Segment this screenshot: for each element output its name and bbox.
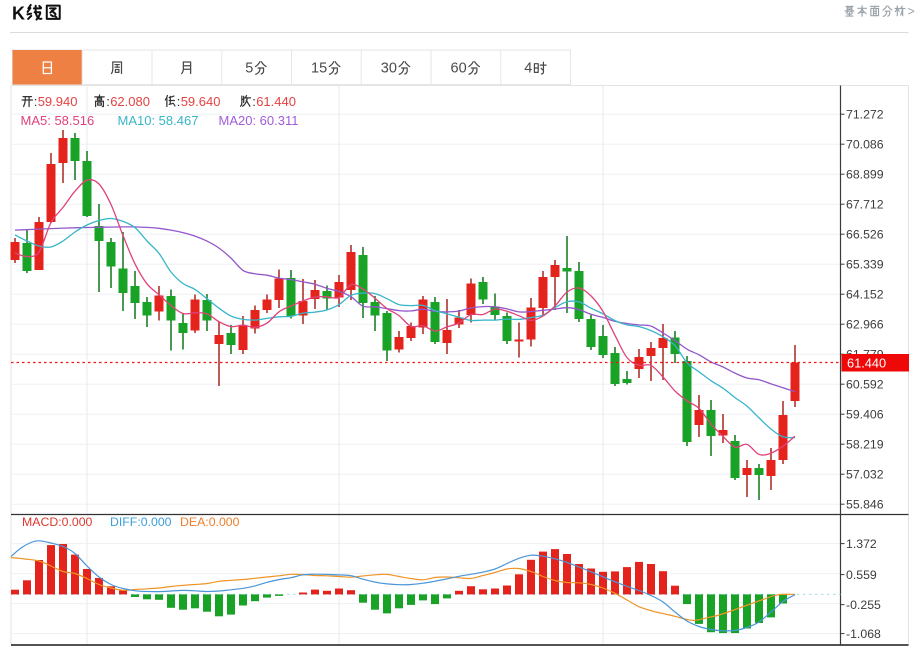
svg-text:K: K: [12, 4, 25, 24]
svg-text:30: 30: [381, 61, 397, 77]
svg-text:59.640: 59.640: [181, 94, 221, 109]
svg-text:DEA:0.000: DEA:0.000: [180, 515, 240, 529]
svg-text::: :: [252, 94, 256, 109]
svg-text:65.339: 65.339: [846, 257, 884, 271]
svg-text:70.086: 70.086: [846, 137, 884, 151]
svg-text:55.846: 55.846: [846, 497, 884, 511]
svg-text:64.152: 64.152: [846, 287, 884, 301]
svg-text::: :: [34, 94, 38, 109]
svg-text:4: 4: [524, 61, 532, 77]
svg-text:-0.255: -0.255: [846, 598, 881, 612]
svg-text:1.372: 1.372: [846, 537, 877, 551]
svg-text:60: 60: [451, 61, 467, 77]
svg-text::: :: [177, 94, 181, 109]
svg-text:0.559: 0.559: [846, 568, 877, 582]
svg-text:61.440: 61.440: [256, 94, 296, 109]
svg-text:67.712: 67.712: [846, 197, 884, 211]
svg-text:62.080: 62.080: [110, 94, 150, 109]
svg-text:59.406: 59.406: [846, 407, 884, 421]
svg-text:66.526: 66.526: [846, 227, 884, 241]
svg-text:60.592: 60.592: [846, 377, 884, 391]
svg-text:MA20: 60.311: MA20: 60.311: [219, 113, 299, 128]
svg-text:62.966: 62.966: [846, 317, 884, 331]
svg-text:-1.068: -1.068: [846, 627, 881, 641]
svg-text:MACD:0.000: MACD:0.000: [22, 515, 93, 529]
svg-text:68.899: 68.899: [846, 167, 884, 181]
svg-text:58.219: 58.219: [846, 437, 884, 451]
svg-text:5: 5: [245, 61, 253, 77]
svg-text:MA5: 58.516: MA5: 58.516: [21, 113, 95, 128]
svg-text:71.272: 71.272: [846, 107, 884, 121]
svg-text:61.440: 61.440: [847, 356, 886, 371]
svg-text:>: >: [908, 5, 915, 19]
svg-text::: :: [106, 94, 110, 109]
svg-text:59.940: 59.940: [38, 94, 78, 109]
svg-text:DIFF:0.000: DIFF:0.000: [110, 515, 172, 529]
svg-text:57.032: 57.032: [846, 467, 884, 481]
svg-text:MA10: 58.467: MA10: 58.467: [118, 113, 199, 128]
svg-text:15: 15: [311, 61, 327, 77]
